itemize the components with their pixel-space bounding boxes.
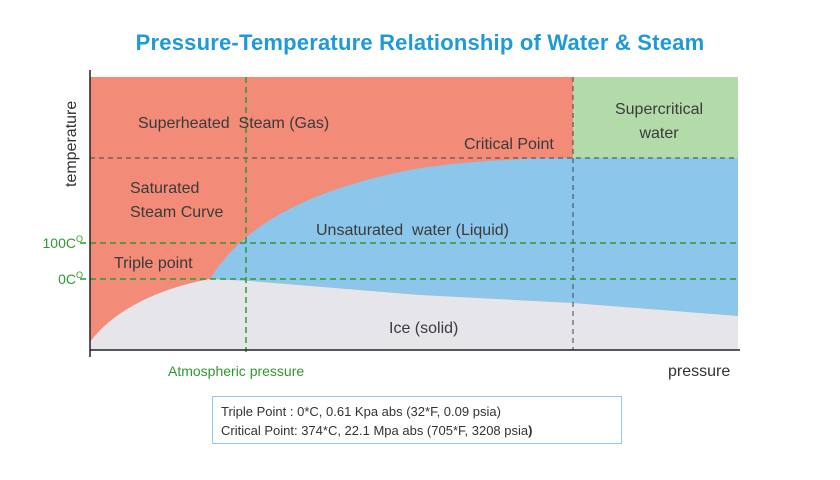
temp-0-label: 0CO <box>58 270 83 287</box>
x-axis-label: pressure <box>668 363 730 380</box>
info-critical-close: ) <box>528 423 533 438</box>
ice-region <box>90 279 738 350</box>
temp-100-label: 100CO <box>43 234 83 251</box>
diagram-title: Pressure-Temperature Relationship of Wat… <box>135 30 705 55</box>
label-triple-point: Triple point <box>114 255 193 272</box>
label-saturated-1: Saturated <box>130 180 199 197</box>
temp-100-degree: O <box>76 234 83 244</box>
label-ice: Ice (solid) <box>389 320 458 337</box>
temp-100-text: 100C <box>43 235 76 251</box>
label-superheated: Superheated Steam (Gas) <box>138 115 329 132</box>
temp-0-degree: O <box>76 270 83 280</box>
label-supercritical-1: Supercritical <box>615 101 703 118</box>
label-unsaturated: Unsaturated water (Liquid) <box>316 222 509 239</box>
info-critical-text: Critical Point: 374*C, 22.1 Mpa abs (705… <box>221 423 529 438</box>
supercritical-region <box>573 77 738 158</box>
info-triple-point: Triple Point : 0*C, 0.61 Kpa abs (32*F, … <box>221 404 501 419</box>
temp-0-text: 0C <box>58 271 76 287</box>
y-axis-label: temperature <box>63 101 80 187</box>
label-critical-point: Critical Point <box>464 136 554 153</box>
label-supercritical-2: water <box>638 125 679 142</box>
liquid-region <box>210 158 738 316</box>
atmospheric-pressure-label: Atmospheric pressure <box>168 363 304 379</box>
label-saturated-2: Steam Curve <box>130 204 223 221</box>
info-critical-point: Critical Point: 374*C, 22.1 Mpa abs (705… <box>221 421 613 440</box>
info-box: Triple Point : 0*C, 0.61 Kpa abs (32*F, … <box>212 396 622 444</box>
